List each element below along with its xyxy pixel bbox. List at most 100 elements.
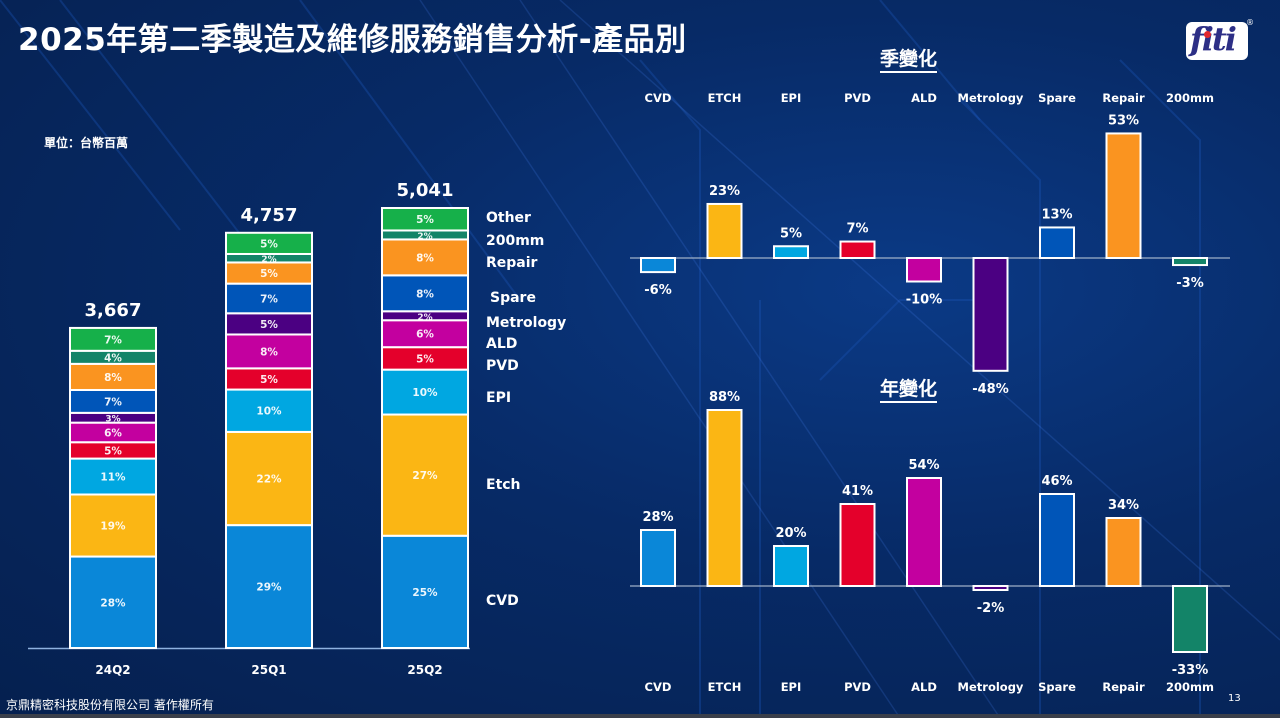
stacked-bar-chart: 28% 19% 11% 5% 6% 3% 7% 8% 4% 7% 3,667 24Q2 29% 22% 10…: [28, 180, 566, 677]
legend-label-200mm: 200mm: [486, 233, 544, 249]
bar-metrology: [972, 585, 1009, 591]
bar-epi: [773, 245, 809, 259]
category-label: 200mm: [1166, 680, 1214, 694]
category-label: Repair: [1102, 680, 1145, 694]
segment-label: 7%: [104, 396, 122, 408]
legend-label-spare: Spare: [490, 290, 536, 306]
category-label: EPI: [781, 680, 802, 694]
bar-value-label: 13%: [1041, 207, 1072, 222]
bar-value-label: -10%: [906, 293, 943, 308]
bar-value-label: -6%: [644, 283, 671, 298]
segment-label: 5%: [260, 319, 278, 331]
logo-dot-icon: [1204, 31, 1211, 38]
bar-value-label: 53%: [1108, 113, 1139, 128]
bar-epi: [773, 545, 809, 587]
segment-label: 7%: [260, 293, 278, 305]
stack-segment-spare: [225, 282, 313, 315]
segment-label: 22%: [256, 474, 282, 486]
bar-value-label: 5%: [780, 226, 802, 241]
segment-label: 4%: [104, 352, 122, 364]
segment-label: 2%: [261, 255, 276, 265]
segment-label: 5%: [260, 374, 278, 386]
bottom-bar: [0, 714, 1280, 718]
bar-ald: [906, 477, 942, 587]
legend-label-epi: EPI: [486, 390, 511, 406]
x-tick-label: 24Q2: [95, 663, 130, 677]
x-tick-label: 25Q2: [407, 663, 442, 677]
x-tick-label: 25Q1: [251, 663, 286, 677]
segment-label: 28%: [100, 597, 126, 609]
legend-label-metrology: Metrology: [486, 315, 566, 331]
stack-segment-etch: [225, 430, 313, 527]
qoq-bar-chart: -6% CVD 23% ETCH 5% EPI 7% PVD -10% ALD -48% Metrol…: [630, 91, 1230, 397]
legend-label-ald: ALD: [486, 336, 517, 352]
bar-total-label: 5,041: [397, 180, 454, 201]
page-title: 2025年第二季製造及維修服務銷售分析-產品別: [18, 22, 687, 58]
bar-pvd: [839, 503, 876, 587]
bar-cvd: [640, 529, 676, 587]
category-label: EPI: [781, 91, 802, 105]
segment-label: 8%: [104, 372, 122, 384]
bar-pvd: [839, 240, 876, 260]
segment-label: 2%: [417, 232, 432, 242]
stack-segment-other: [225, 231, 313, 255]
bar-repair: [1105, 517, 1142, 587]
bar-total-label: 4,757: [241, 205, 298, 226]
stack-segment-etch: [69, 493, 157, 558]
category-label: Spare: [1038, 91, 1076, 105]
segment-label: 2%: [417, 313, 432, 323]
category-label: Repair: [1102, 91, 1145, 105]
category-label: ALD: [911, 680, 937, 694]
bar-value-label: 20%: [775, 526, 806, 541]
category-label: Metrology: [958, 91, 1024, 105]
qoq-chart-title: 季變化: [880, 48, 938, 73]
bar-value-label: -33%: [1172, 663, 1209, 678]
stack-segment-ald: [381, 319, 469, 349]
segment-label: 3%: [105, 415, 120, 425]
segment-label: 7%: [104, 334, 122, 346]
unit-label: 單位：台幣百萬: [44, 136, 129, 150]
bar-value-label: 41%: [842, 484, 873, 499]
bar-value-label: 23%: [709, 184, 740, 199]
segment-label: 8%: [416, 288, 434, 300]
segment-label: 6%: [104, 427, 122, 439]
bar-value-label: 7%: [846, 222, 868, 237]
bar-value-label: -2%: [977, 601, 1004, 616]
bar-value-label: -3%: [1176, 276, 1203, 291]
bar-metrology: [972, 257, 1009, 372]
segment-label: 10%: [256, 406, 282, 418]
category-label: CVD: [645, 680, 672, 694]
bar-value-label: 46%: [1041, 474, 1072, 489]
stack-segment-repair: [381, 238, 469, 277]
logo-text: fiti: [1190, 20, 1237, 58]
category-label: ETCH: [708, 91, 742, 105]
category-label: CVD: [645, 91, 672, 105]
stack-segment-cvd: [381, 534, 469, 650]
segment-label: 6%: [416, 329, 434, 341]
legend-label-pvd: PVD: [486, 358, 519, 374]
category-label: PVD: [844, 680, 871, 694]
segment-label: 19%: [100, 521, 126, 533]
stack-segment-etch: [381, 413, 469, 537]
bar-value-label: 88%: [709, 390, 740, 405]
segment-label: 5%: [260, 238, 278, 250]
stack-segment-other: [381, 207, 469, 232]
bar-ald: [906, 257, 942, 283]
legend-label-other: Other: [486, 210, 531, 226]
segment-label: 10%: [412, 387, 438, 399]
category-label: 200mm: [1166, 91, 1214, 105]
category-label: Metrology: [958, 680, 1024, 694]
segment-label: 25%: [412, 587, 438, 599]
bar-spare: [1039, 493, 1075, 587]
bar-200mm: [1172, 585, 1208, 653]
legend-label-repair: Repair: [486, 255, 538, 271]
company-logo: fiti ®: [1186, 18, 1254, 60]
legend-label-cvd: CVD: [486, 593, 519, 609]
bar-value-label: 28%: [642, 510, 673, 525]
segment-label: 11%: [100, 472, 126, 484]
stack-segment-epi: [381, 368, 469, 416]
bar-repair: [1105, 132, 1142, 260]
bar-value-label: 34%: [1108, 498, 1139, 513]
category-label: ALD: [911, 91, 937, 105]
registered-icon: ®: [1246, 18, 1254, 27]
